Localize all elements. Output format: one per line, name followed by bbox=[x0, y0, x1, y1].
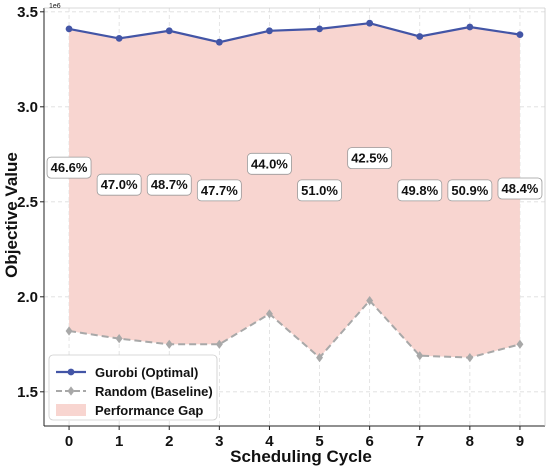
gurobi-point bbox=[65, 25, 73, 33]
gap-label-box bbox=[297, 179, 342, 202]
random-point bbox=[366, 296, 374, 306]
y-axis-label: Objective Value bbox=[2, 152, 21, 278]
x-tick-label: 0 bbox=[65, 433, 73, 450]
random-point bbox=[466, 353, 474, 363]
x-axis-label: Scheduling Cycle bbox=[230, 447, 372, 466]
gap-label-box bbox=[247, 152, 292, 175]
gap-label: 42.5% bbox=[351, 151, 388, 166]
legend: Gurobi (Optimal) Random (Baseline) Perform… bbox=[48, 354, 218, 421]
legend-random-label: Random (Baseline) bbox=[95, 384, 213, 399]
random-point bbox=[416, 351, 424, 361]
x-tick-label: 2 bbox=[165, 433, 173, 450]
axes: 0 1 2 3 4 5 6 7 8 9 1.5 2.0 2.5 3.0 3.5 bbox=[17, 4, 546, 450]
random-point bbox=[316, 353, 323, 363]
series-layer bbox=[65, 19, 524, 363]
gap-label-box bbox=[96, 173, 142, 196]
random-point bbox=[215, 339, 223, 349]
gap-label: 48.7% bbox=[151, 177, 188, 192]
gurobi-point bbox=[416, 33, 424, 40]
y-tick-label: 3.0 bbox=[17, 99, 38, 116]
gap-label-box bbox=[146, 173, 192, 196]
x-tick-label: 3 bbox=[215, 433, 223, 450]
gurobi-point bbox=[165, 27, 173, 35]
x-tick-label: 4 bbox=[265, 433, 274, 450]
gap-label: 47.7% bbox=[201, 183, 238, 198]
gurobi-point bbox=[366, 19, 374, 27]
legend-random-marker bbox=[67, 386, 75, 396]
x-tick-label: 8 bbox=[466, 433, 474, 450]
gap-label: 48.4% bbox=[502, 181, 539, 196]
y-tick-label: 2.5 bbox=[17, 194, 38, 211]
legend-gurobi-label: Gurobi (Optimal) bbox=[95, 365, 198, 380]
y-tick-label: 1.5 bbox=[17, 384, 38, 401]
random-point bbox=[115, 334, 123, 344]
random-point bbox=[516, 339, 524, 349]
gurobi-series-line bbox=[68, 22, 521, 44]
gap-label-box bbox=[347, 147, 393, 170]
gap-label: 46.6% bbox=[51, 160, 88, 175]
gap-label: 51.0% bbox=[301, 183, 338, 198]
legend-gap-label: Performance Gap bbox=[95, 403, 203, 418]
gap-label-box bbox=[497, 177, 543, 200]
x-tick-label: 5 bbox=[315, 433, 323, 450]
y-tick-label: 3.5 bbox=[17, 4, 38, 21]
random-series-line bbox=[68, 299, 521, 360]
gap-label-box bbox=[397, 179, 443, 202]
gap-labels: 46.6% 47.0% 48.7% 47.7% 44.0% 51.0% 42.5% 49.8%… bbox=[46, 147, 543, 202]
gurobi-point bbox=[215, 38, 223, 46]
gap-label-box bbox=[46, 156, 92, 179]
gurobi-point bbox=[316, 25, 323, 33]
legend-gurobi-marker bbox=[67, 368, 75, 376]
gap-label-box bbox=[196, 179, 242, 202]
gap-label: 49.8% bbox=[401, 183, 438, 198]
random-point bbox=[65, 326, 73, 336]
gap-label-box bbox=[447, 179, 493, 202]
x-tick-label: 6 bbox=[365, 433, 373, 450]
gurobi-point bbox=[266, 27, 273, 35]
gurobi-point bbox=[466, 23, 474, 31]
legend-box bbox=[48, 354, 218, 421]
performance-gap-fill bbox=[69, 23, 520, 358]
gap-label: 50.9% bbox=[451, 183, 488, 198]
x-tick-label: 1 bbox=[115, 433, 123, 450]
x-tick-label: 7 bbox=[416, 433, 424, 450]
gurobi-point bbox=[516, 31, 524, 38]
gap-label: 44.0% bbox=[251, 156, 288, 171]
legend-gap-swatch bbox=[56, 404, 86, 416]
random-point bbox=[165, 339, 173, 349]
y-tick-label: 2.0 bbox=[17, 289, 38, 306]
y-axis-scale-label: 1e6 bbox=[49, 3, 61, 10]
gurobi-point bbox=[115, 35, 123, 42]
x-tick-label: 9 bbox=[516, 433, 524, 450]
performance-gap-area bbox=[69, 23, 520, 358]
gap-label: 47.0% bbox=[101, 177, 138, 192]
random-point bbox=[266, 309, 273, 319]
